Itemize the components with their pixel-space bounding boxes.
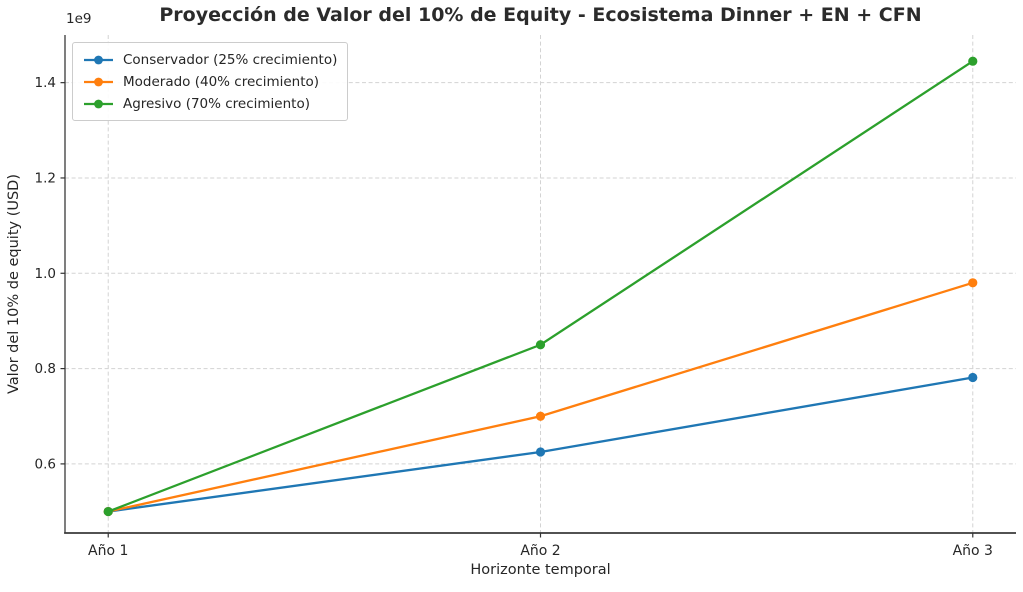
y-tick-label: 1.0 xyxy=(35,266,56,282)
legend-label-agresivo: Agresivo (70% crecimiento) xyxy=(123,95,310,112)
y-tick-label: 0.6 xyxy=(35,456,56,472)
legend-marker-agresivo xyxy=(84,99,113,108)
chart-title: Proyección de Valor del 10% de Equity - … xyxy=(159,4,922,26)
x-tick-label: Año 2 xyxy=(520,543,560,559)
legend-label-moderado: Moderado (40% crecimiento) xyxy=(123,73,320,90)
legend-label-conservador: Conservador (25% crecimiento) xyxy=(123,51,338,68)
x-tick-label: Año 1 xyxy=(88,543,128,559)
data-point xyxy=(968,278,978,288)
y-tick-label: 0.8 xyxy=(35,361,56,377)
x-axis-label: Horizonte temporal xyxy=(470,562,611,578)
legend-item-moderado: Moderado (40% crecimiento) xyxy=(82,72,337,91)
legend: Conservador (25% crecimiento) Moderado (… xyxy=(72,42,349,121)
data-point xyxy=(535,411,546,421)
data-point xyxy=(535,447,546,457)
y-tick-label: 1.4 xyxy=(35,75,56,91)
data-point xyxy=(968,56,978,66)
legend-item-conservador: Conservador (25% crecimiento) xyxy=(82,50,337,69)
legend-item-agresivo: Agresivo (70% crecimiento) xyxy=(82,94,337,113)
data-point xyxy=(103,506,113,517)
y-axis-offset-label: 1e9 xyxy=(66,11,92,27)
x-tick-label: Año 3 xyxy=(953,543,993,559)
y-axis-label: Valor del 10% de equity (USD) xyxy=(6,174,22,394)
legend-marker-conservador xyxy=(84,55,113,64)
data-point xyxy=(968,372,978,383)
y-tick-label: 1.2 xyxy=(35,170,56,186)
data-point xyxy=(535,340,546,350)
legend-marker-moderado xyxy=(84,77,113,86)
